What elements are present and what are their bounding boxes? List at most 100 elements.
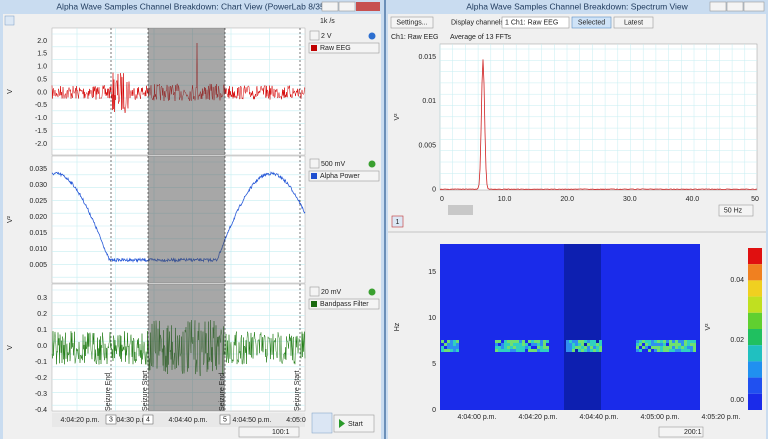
spectrogram-cell bbox=[519, 346, 522, 349]
minimize-button[interactable] bbox=[321, 1, 339, 12]
range-box[interactable] bbox=[309, 286, 320, 297]
spectrogram-cell bbox=[636, 343, 639, 346]
maximize-button[interactable] bbox=[338, 1, 356, 12]
spectrogram-cell bbox=[537, 346, 540, 349]
spectrogram-cell bbox=[510, 346, 513, 349]
spectrogram-cell bbox=[693, 349, 696, 352]
channel-function-box[interactable] bbox=[308, 42, 380, 54]
maximize-button[interactable] bbox=[726, 1, 744, 12]
spectrogram-cell bbox=[510, 340, 513, 343]
scrollbar[interactable] bbox=[448, 205, 473, 215]
range-label[interactable]: 50 Hz bbox=[724, 207, 743, 214]
spectrogram-cell bbox=[543, 340, 546, 343]
spectrogram-cell bbox=[519, 343, 522, 346]
channel-function-box[interactable] bbox=[308, 170, 380, 182]
comment-number[interactable]: 5 bbox=[223, 416, 227, 423]
spectrogram-cell bbox=[453, 346, 456, 349]
range-label[interactable]: 20 mV bbox=[321, 289, 342, 296]
sample-rate[interactable]: 1k /s bbox=[320, 18, 335, 25]
spectrogram-cell bbox=[528, 340, 531, 343]
range-box[interactable] bbox=[718, 204, 754, 217]
start-button[interactable] bbox=[333, 414, 375, 433]
spectrogram-cell bbox=[447, 340, 450, 343]
spectrogram-cell bbox=[510, 349, 513, 352]
latest-label[interactable]: Latest bbox=[624, 19, 643, 26]
window-controls[interactable] bbox=[709, 1, 765, 12]
spectrogram-cell bbox=[581, 340, 584, 343]
spectrogram-cell bbox=[441, 349, 444, 352]
comment-box[interactable] bbox=[219, 414, 231, 425]
info-icon[interactable] bbox=[368, 288, 376, 296]
spectrogram-cell bbox=[578, 346, 581, 349]
comment-number[interactable]: 3 bbox=[109, 416, 113, 423]
spectrogram-cell bbox=[525, 346, 528, 349]
zoom-box[interactable] bbox=[658, 426, 704, 438]
y-tick-label: 2.0 bbox=[37, 38, 47, 45]
spectrogram-cell bbox=[657, 343, 660, 346]
zoom-box[interactable] bbox=[238, 426, 300, 438]
spectrogram-cell bbox=[596, 346, 599, 349]
page-tab[interactable] bbox=[391, 215, 404, 228]
marker-label: Seizure Start bbox=[294, 370, 301, 411]
channel-color bbox=[311, 45, 317, 51]
spectrogram-cell bbox=[590, 349, 593, 352]
spectrogram-cell bbox=[654, 343, 657, 346]
spectrogram-cell bbox=[450, 343, 453, 346]
page-tab-label[interactable]: 1 bbox=[396, 219, 400, 226]
zoom-label[interactable]: 200:1 bbox=[684, 429, 702, 436]
spectrogram-cell bbox=[684, 349, 687, 352]
spectrogram-cell bbox=[581, 349, 584, 352]
colorbar-cell bbox=[748, 329, 762, 346]
minimize-button[interactable] bbox=[709, 1, 727, 12]
spectrogram-cell bbox=[534, 340, 537, 343]
spectrogram-cell bbox=[663, 343, 666, 346]
selected-label[interactable]: Selected bbox=[578, 19, 605, 26]
latest-button[interactable] bbox=[613, 16, 654, 29]
range-label[interactable]: 2 V bbox=[321, 33, 332, 40]
spectrogram-cell bbox=[516, 340, 519, 343]
close-button[interactable] bbox=[356, 2, 380, 11]
comment-number[interactable]: 4 bbox=[146, 416, 150, 423]
channel-function-box[interactable] bbox=[308, 298, 380, 310]
range-box[interactable] bbox=[309, 158, 320, 169]
window-controls[interactable] bbox=[321, 1, 380, 12]
colorbar-cell bbox=[748, 312, 762, 329]
spectrogram-cell bbox=[498, 349, 501, 352]
selected-button[interactable] bbox=[571, 16, 612, 29]
notebook-button[interactable] bbox=[311, 412, 333, 434]
spectrogram-cell bbox=[657, 340, 660, 343]
comment-box[interactable] bbox=[142, 414, 154, 425]
comment-box[interactable] bbox=[105, 414, 117, 425]
settings-label[interactable]: Settings... bbox=[396, 19, 427, 26]
toolbar-button[interactable] bbox=[4, 15, 15, 26]
spectrogram-cell bbox=[651, 343, 654, 346]
start-label[interactable]: Start bbox=[348, 421, 363, 428]
channel-select-label[interactable]: 1 Ch1: Raw EEG bbox=[505, 19, 558, 26]
range-box[interactable] bbox=[309, 30, 320, 41]
x-tick-label: 40.0 bbox=[686, 196, 700, 203]
spectrogram-cell bbox=[675, 349, 678, 352]
spectrogram-cell bbox=[495, 340, 498, 343]
y-tick-label: 0.5 bbox=[37, 76, 47, 83]
window-title: Alpha Wave Samples Channel Breakdown: Ch… bbox=[56, 1, 327, 11]
spectrogram-cell bbox=[516, 349, 519, 352]
settings-button[interactable] bbox=[390, 16, 434, 29]
spectrogram-cell bbox=[456, 340, 459, 343]
spectrogram-cell bbox=[540, 343, 543, 346]
channel-select[interactable] bbox=[501, 16, 570, 29]
spectrogram-cell bbox=[540, 349, 543, 352]
channel-name[interactable]: Bandpass Filter bbox=[320, 301, 369, 308]
info-icon[interactable] bbox=[368, 32, 376, 40]
channel-name[interactable]: Alpha Power bbox=[320, 173, 360, 180]
y-tick-label: -0.4 bbox=[35, 407, 47, 414]
zoom-label[interactable]: 100:1 bbox=[272, 429, 290, 436]
selection-shade bbox=[148, 156, 225, 283]
channel-name[interactable]: Raw EEG bbox=[320, 45, 351, 52]
spectrogram-cell bbox=[507, 340, 510, 343]
y-tick-label: 15 bbox=[428, 269, 436, 276]
close-button[interactable] bbox=[743, 1, 765, 12]
info-icon[interactable] bbox=[368, 160, 376, 168]
range-label[interactable]: 500 mV bbox=[321, 161, 345, 168]
colorbar-cell bbox=[748, 280, 762, 297]
spectrogram-cell bbox=[450, 340, 453, 343]
